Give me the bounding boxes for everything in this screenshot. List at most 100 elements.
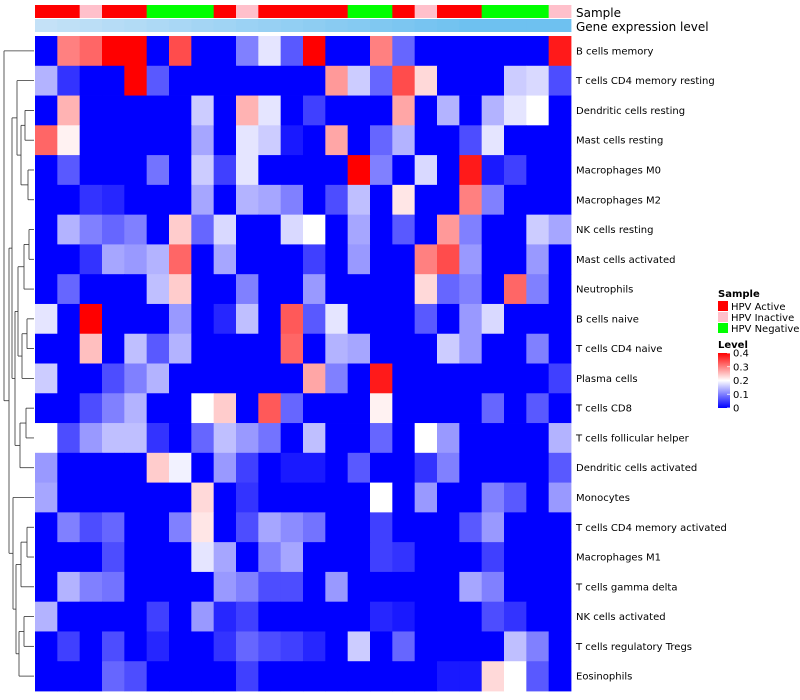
heatmap-cell [325,274,349,305]
heatmap-cell [57,452,81,483]
heatmap-cell [370,601,393,632]
heatmap-cell [370,482,393,513]
level-legend-tick-label: 0.2 [733,376,749,387]
heatmap-cell [280,244,304,275]
heatmap-cell [258,36,282,67]
heatmap-cell [347,155,371,186]
level-legend-tick-label: 0.3 [733,362,749,373]
heatmap-cell [370,184,393,216]
heatmap-cell [459,303,483,335]
heatmap-cell [459,274,483,305]
expression-annotation-cell [437,19,460,32]
heatmap-cell [370,155,393,186]
heatmap-cell [414,571,438,603]
heatmap-cell [124,571,148,603]
heatmap-cell [526,95,550,126]
heatmap-cell [526,333,550,364]
heatmap-cell [236,65,259,96]
heatmap-cell [280,214,304,245]
heatmap-cell [526,631,550,662]
heatmap-cell [280,65,304,96]
heatmap-cell [459,214,483,245]
heatmap-cell [169,482,192,513]
heatmap-cell [169,214,192,245]
heatmap-cell [548,95,572,126]
heatmap-cell [325,423,349,454]
heatmap-cell [548,512,572,543]
heatmap-cell [35,363,58,394]
heatmap-cell [213,631,237,662]
heatmap-cell [548,601,572,632]
heatmap-cell [191,36,215,67]
heatmap-cell [102,631,125,662]
heatmap-cell [548,274,572,305]
heatmap-cell [347,423,371,454]
heatmap-cell [347,184,371,216]
heatmap-cell [392,274,416,305]
heatmap-cell [548,125,572,156]
expression-annotation-cell [370,19,393,32]
heatmap-cell [347,393,371,424]
heatmap-cell [35,661,58,692]
row-dendrogram [3,50,34,677]
heatmap-cell [102,571,125,603]
heatmap-cell [392,482,416,513]
sample-annotation-cell [169,5,192,18]
heatmap-cell [504,363,527,394]
sample-legend-swatch [718,312,728,322]
heatmap-cell [35,423,58,454]
heatmap-cell [35,36,58,67]
heatmap-cell [504,542,527,573]
heatmap-cell [414,95,438,126]
heatmap-cell [325,244,349,275]
heatmap-cell [258,155,282,186]
heatmap-cell [504,571,527,603]
heatmap-cell [124,631,148,662]
heatmap-cell [57,393,81,424]
sample-annotation-cell [548,5,572,18]
heatmap-cell [79,423,103,454]
row-label: B cells naive [576,314,639,325]
heatmap-cell [213,303,237,335]
heatmap-cell [124,184,148,216]
heatmap-cell [191,482,215,513]
sample-annotation-cell [459,5,483,18]
expression-annotation-cell [303,19,326,32]
heatmap-cell [280,393,304,424]
heatmap-cell [191,65,215,96]
heatmap-cell [258,333,282,364]
heatmap-cell [548,244,572,275]
heatmap-cell [481,601,505,632]
heatmap-cell [191,303,215,335]
heatmap-cell [370,423,393,454]
expression-annotation-cell [236,19,259,32]
heatmap-cell [437,542,460,573]
heatmap-cell [191,125,215,156]
heatmap-cell [414,65,438,96]
heatmap-cell [526,125,550,156]
heatmap-cell [548,155,572,186]
heatmap-cell [79,274,103,305]
heatmap-cell [258,214,282,245]
heatmap-cell [258,482,282,513]
heatmap-cell [481,423,505,454]
heatmap-cell [213,363,237,394]
sample-annotation-cell [146,5,170,18]
heatmap-cell [169,512,192,543]
heatmap-cell [213,125,237,156]
sample-annotation-cell [124,5,148,18]
heatmap-cell [280,423,304,454]
heatmap-cell [169,333,192,364]
heatmap-cell [79,125,103,156]
heatmap-cell [392,95,416,126]
row-label: Dendritic cells resting [576,106,685,117]
heatmap-cell [169,571,192,603]
level-legend-tick-label: 0.1 [733,390,749,401]
heatmap-cell [504,65,527,96]
heatmap-cell [548,631,572,662]
heatmap-cell [325,393,349,424]
heatmap-cell [392,661,416,692]
heatmap-cell [236,363,259,394]
heatmap-cell [280,512,304,543]
heatmap-cell [459,95,483,126]
